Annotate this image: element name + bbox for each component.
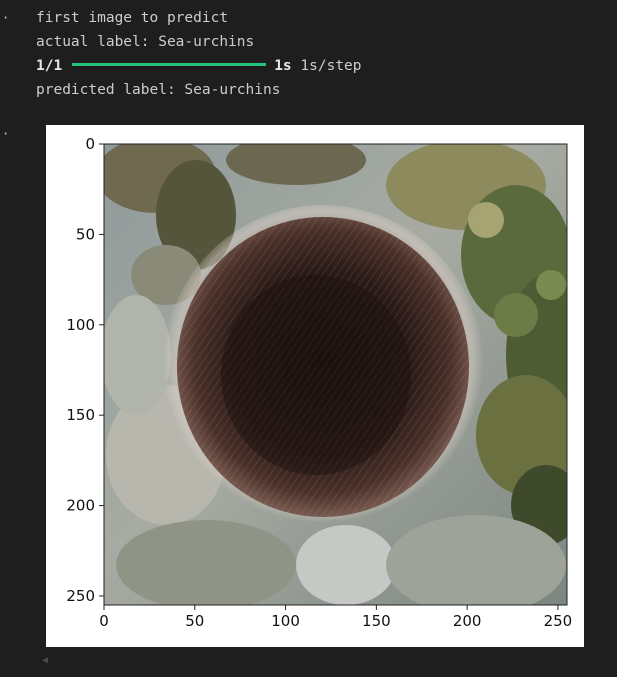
image-plot: 0 50 100 150 200 250 0 50 100 150 200 250 [66, 135, 572, 630]
progress-steps: 1/1 [36, 58, 63, 74]
axes-frame [103, 143, 568, 606]
output-line-predicted-label: predicted label: Sea-urchins [36, 82, 281, 98]
progress-bar [72, 62, 267, 66]
x-tick-label: 200 [453, 612, 482, 630]
y-tick-label: 0 [85, 135, 95, 153]
x-tick-label: 250 [544, 612, 573, 630]
x-tick-label: 0 [99, 612, 109, 630]
x-tick-label: 100 [271, 612, 300, 630]
sea-urchin-photo [104, 144, 567, 605]
y-tick-label: 50 [76, 225, 95, 243]
prediction-figure: 0 50 100 150 200 250 0 50 100 150 200 250 [46, 125, 584, 647]
output-line-actual-label: actual label: Sea-urchins [36, 34, 255, 50]
progress-bar-fill [72, 62, 267, 66]
scroll-left-icon[interactable]: ◀ [42, 655, 49, 666]
output-cell-marker: · [2, 11, 10, 25]
progress-line: 1/1 1s 1s/step [36, 57, 362, 75]
y-tick-label: 150 [66, 406, 95, 424]
y-tick-label: 250 [66, 587, 95, 605]
x-tick-label: 50 [185, 612, 204, 630]
y-axis: 0 50 100 150 200 250 [66, 135, 104, 605]
y-tick-label: 100 [66, 316, 95, 334]
progress-rate: 1s/step [300, 58, 362, 74]
x-axis: 0 50 100 150 200 250 [99, 605, 572, 630]
x-tick-label: 150 [362, 612, 391, 630]
figure-cell-marker: · [2, 127, 10, 141]
progress-time: 1s [274, 58, 292, 74]
output-line-first-image: first image to predict [36, 10, 229, 26]
y-tick-label: 200 [66, 497, 95, 515]
